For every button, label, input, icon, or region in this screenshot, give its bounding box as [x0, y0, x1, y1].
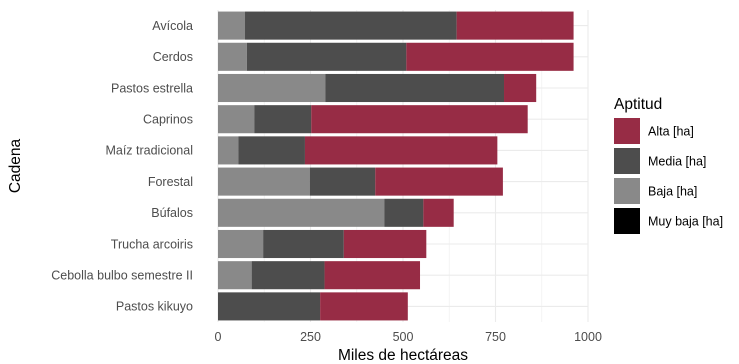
- legend-label: Alta [ha]: [648, 125, 694, 139]
- y-tick-label: Avícola: [152, 19, 193, 33]
- bar-baja-ha-forestal: [218, 167, 310, 196]
- x-axis-title: Miles de hectáreas: [338, 347, 468, 364]
- legend-key-baja-ha: [614, 178, 640, 204]
- bar-alta-ha-pastos-kikuyo: [320, 292, 408, 321]
- legend-label: Baja [ha]: [648, 185, 697, 199]
- legend-key-media-ha: [614, 148, 640, 174]
- y-tick-labels: Avícola Cerdos Pastos estrella Caprinos Maíz…: [51, 19, 193, 314]
- bar-baja-ha-bufalos: [218, 198, 385, 227]
- legend-label: Media [ha]: [648, 155, 706, 169]
- bar-baja-ha-trucha-arcoiris: [218, 229, 264, 259]
- bar-media-ha-caprinos: [254, 105, 312, 134]
- y-tick-label: Caprinos: [143, 113, 193, 127]
- bar-alta-ha-forestal: [375, 167, 503, 196]
- x-tick-label: 0: [215, 330, 222, 344]
- y-tick-label: Trucha arcoiris: [111, 237, 193, 251]
- bar-media-ha-forestal: [309, 167, 376, 196]
- y-tick-label: Maíz tradicional: [105, 144, 193, 158]
- bar-alta-ha-trucha-arcoiris: [343, 229, 427, 259]
- y-tick-label: Cerdos: [153, 50, 193, 64]
- bar-media-ha-trucha-arcoiris: [263, 229, 344, 259]
- x-tick-label: 500: [393, 330, 414, 344]
- y-axis-title: Cadena: [7, 138, 24, 193]
- bar-media-ha-cerdos: [246, 42, 407, 71]
- bar-media-ha-avicola: [245, 11, 457, 40]
- bars: [218, 11, 574, 321]
- bar-baja-ha-avicola: [218, 11, 246, 40]
- y-tick-label: Forestal: [148, 175, 193, 189]
- legend: Aptitud Alta [ha] Media [ha] Baja [ha] Muy …: [614, 96, 723, 234]
- bar-baja-ha-maiz-tradicional: [218, 136, 239, 165]
- bar-baja-ha-cebolla-bulbo-semestre-ii: [218, 261, 252, 290]
- legend-key-alta-ha: [614, 118, 640, 144]
- bar-media-ha-pastos-estrella: [325, 73, 505, 103]
- bar-baja-ha-caprinos: [218, 105, 255, 134]
- y-tick-label: Búfalos: [151, 206, 193, 220]
- bar-alta-ha-cebolla-bulbo-semestre-ii: [324, 261, 421, 290]
- y-tick-label: Pastos estrella: [111, 81, 193, 95]
- legend-label: Muy baja [ha]: [648, 215, 723, 229]
- x-tick-labels: 0 250 500 750 1000: [215, 330, 602, 344]
- bar-alta-ha-maiz-tradicional: [304, 136, 498, 165]
- legend-key-muy-baja-ha: [614, 208, 640, 234]
- legend-title: Aptitud: [614, 96, 662, 113]
- bar-alta-ha-pastos-estrella: [504, 73, 537, 103]
- x-tick-label: 750: [485, 330, 506, 344]
- bar-baja-ha-pastos-estrella: [218, 73, 326, 103]
- bar-media-ha-pastos-kikuyo: [218, 292, 321, 321]
- bar-media-ha-cebolla-bulbo-semestre-ii: [251, 261, 325, 290]
- y-tick-label: Cebolla bulbo semestre II: [51, 269, 193, 283]
- bar-media-ha-bufalos: [384, 198, 424, 227]
- bar-alta-ha-caprinos: [311, 105, 528, 134]
- y-tick-label: Pastos kikuyo: [116, 300, 193, 314]
- bar-media-ha-maiz-tradicional: [238, 136, 305, 165]
- bar-baja-ha-cerdos: [218, 42, 247, 71]
- x-tick-label: 250: [300, 330, 321, 344]
- bar-alta-ha-avicola: [456, 11, 574, 40]
- bar-alta-ha-cerdos: [406, 42, 574, 71]
- bar-alta-ha-bufalos: [423, 198, 454, 227]
- x-tick-label: 1000: [574, 330, 602, 344]
